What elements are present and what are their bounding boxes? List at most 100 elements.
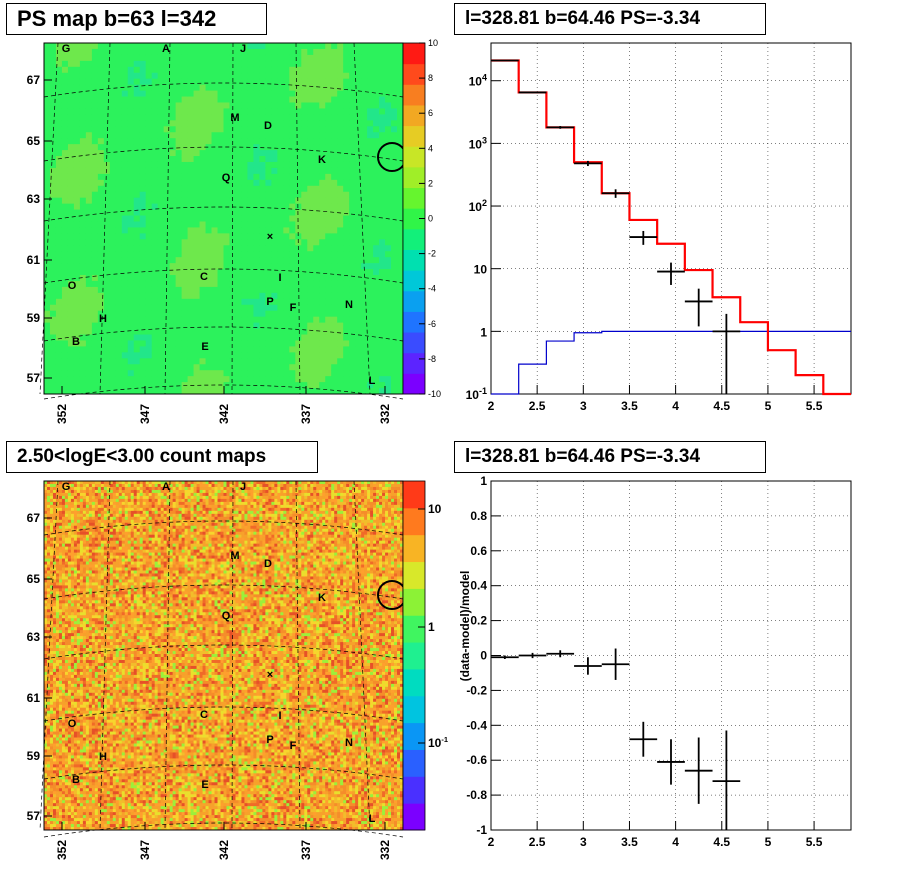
map-pixel [121,60,129,68]
map-pixel [307,43,314,50]
map-pixel [70,516,75,521]
map-pixel [277,150,284,157]
map-pixel [289,352,296,359]
count-map-title: 2.50<logE<3.00 count maps [6,441,318,473]
map-pixel [46,740,51,744]
map-pixel [103,257,111,264]
map-pixel [295,269,302,276]
map-pixel [313,340,320,347]
map-pixel [61,286,69,294]
map-pixel [73,233,81,240]
map-pixel [337,221,344,228]
map-pixel [325,96,332,103]
map-pixel [73,203,81,210]
map-pixel [109,66,117,74]
map-pixel [181,280,188,288]
map-pixel [343,364,350,371]
map-pixel [355,108,362,115]
map-pixel [187,280,194,288]
map-pixel [46,651,51,655]
map-pixel [49,179,57,187]
map-pixel [67,606,72,610]
map-pixel [313,161,320,169]
map-pixel [169,275,177,282]
map-pixel [373,173,380,181]
map-pixel [49,821,54,825]
map-pixel [313,227,320,234]
map-pixel [283,72,290,80]
map-pixel [70,818,75,822]
map-pixel [217,221,224,228]
map-pixel [361,138,368,145]
map-pixel [44,773,48,777]
map-pixel [157,275,165,282]
map-pixel [44,725,48,729]
map-pixel [115,138,123,145]
map-pixel [49,558,54,562]
map-pixel [187,352,194,359]
map-pixel [187,340,194,347]
map-pixel [85,167,93,175]
map-pixel [73,564,78,568]
map-pixel [73,785,78,789]
map-pixel [331,43,338,50]
map-pixel [67,66,75,74]
map-pixel [91,263,99,270]
map-pixel [337,322,344,329]
map-pixel [46,722,51,726]
map-pixel [397,388,404,395]
map-pixel [337,185,344,193]
map-pixel [157,179,165,187]
map-pixel [85,54,93,62]
map-pixel [163,209,171,216]
map-pixel [181,310,188,318]
map-pixel [175,156,183,163]
map-pixel [247,310,254,318]
map-pixel [283,203,290,210]
map-pixel [58,636,63,640]
map-pixel [52,642,57,646]
map-pixel [67,573,72,577]
map-pixel [67,749,72,753]
map-pixel [64,531,69,536]
map-pixel [145,96,153,103]
map-pixel [169,322,177,329]
map-pixel [271,66,278,74]
map-pixel [52,492,57,497]
map-pixel [325,84,332,91]
map-pixel [103,304,111,312]
map-pixel [64,591,69,595]
map-pixel [217,233,224,240]
map-pixel [367,120,374,127]
map-pixel [44,280,51,288]
map-pixel [151,150,159,157]
map-pixel [46,749,51,753]
map-pixel [331,286,338,294]
map-pixel [44,642,48,646]
map-pixel [265,364,272,371]
map-pixel [44,537,48,542]
map-pixel [163,179,171,187]
map-pixel [169,78,177,86]
map-pixel [211,66,218,74]
map-pixel [295,43,302,50]
map-pixel [379,167,386,175]
map-pixel [55,606,60,610]
map-pixel [121,191,129,199]
map-pixel [52,564,57,568]
map-pixel [223,197,230,205]
map-pixel [175,340,183,347]
map-pixel [313,114,320,121]
map-pixel [49,639,54,643]
map-pixel [223,233,230,240]
map-pixel [85,352,93,359]
map-pixel [61,785,66,789]
map-pixel [115,96,123,103]
map-pixel [169,179,177,187]
map-pixel [391,263,398,270]
map-pixel [67,674,72,679]
map-pixel [52,588,57,592]
map-pixel [199,388,206,395]
map-pixel [211,167,218,175]
map-pixel [211,328,218,335]
